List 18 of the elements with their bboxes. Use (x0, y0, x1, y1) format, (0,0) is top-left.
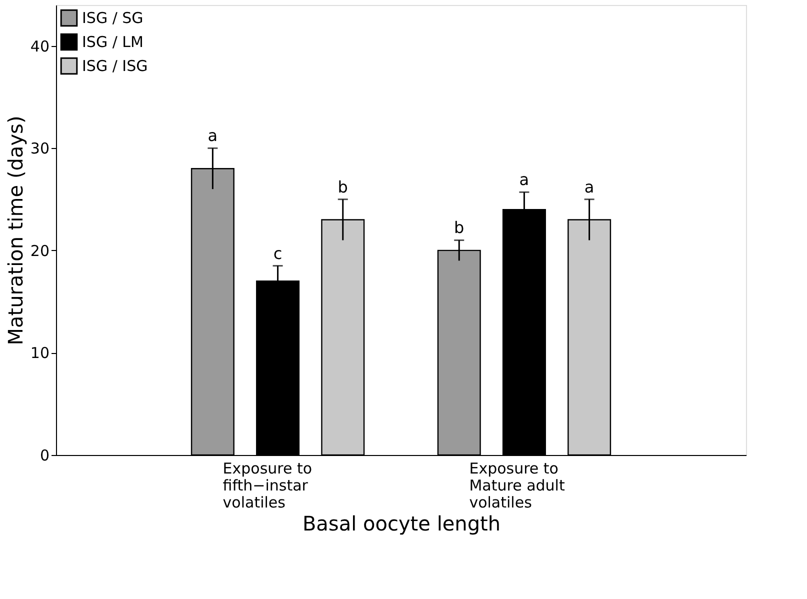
data-label: a (208, 126, 218, 146)
x-axis-title: Basal oocyte length (302, 512, 501, 536)
legend-label: ISG / LM (82, 33, 144, 51)
y-axis-title: Maturation time (days) (3, 116, 28, 346)
y-tick-label: 20 (30, 242, 50, 260)
data-label: b (454, 218, 464, 238)
legend-label: ISG / SG (82, 9, 144, 27)
x-tick-label: Exposure to Mature adult volatiles (469, 460, 565, 512)
x-tick-label: Exposure to fifth−instar volatiles (222, 460, 312, 512)
y-tick-label: 40 (30, 37, 50, 56)
data-label: b (338, 177, 348, 196)
y-tick-label: 0 (40, 446, 50, 464)
y-tick-label: 30 (30, 140, 50, 158)
data-label: a (519, 170, 530, 190)
legend-label: ISG / ISG (82, 57, 148, 75)
data-label: c (273, 244, 282, 263)
y-tick-label: 10 (30, 344, 50, 362)
data-label: a (584, 177, 594, 196)
